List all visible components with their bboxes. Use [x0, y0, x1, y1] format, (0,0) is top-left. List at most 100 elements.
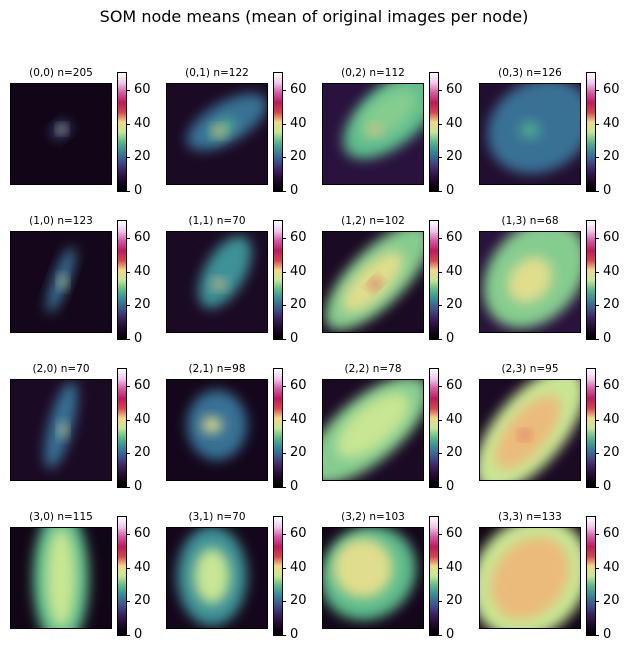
colorbar-tick-label: 20: [446, 593, 463, 609]
colorbar-tick: [595, 237, 599, 239]
intensity-blob: [336, 392, 410, 458]
colorbar-tick-label: 40: [134, 411, 151, 427]
colorbar: [273, 72, 283, 192]
node-mean-image: [322, 231, 424, 333]
node-mean-image: [10, 231, 112, 333]
colorbar-tick: [126, 89, 130, 91]
colorbar-tick-label: 0: [134, 183, 143, 198]
colorbar-tick: [282, 339, 286, 340]
panel-title: (0,0) n=205: [29, 67, 93, 79]
colorbar: [273, 220, 283, 340]
intensity-blob: [202, 417, 222, 433]
panel-1-1: (1,1) n=70 0 20 40 60: [166, 215, 316, 350]
colorbar-tick: [438, 237, 442, 239]
panel-0-1: (0,1) n=122 0 20 40 60: [166, 67, 316, 202]
colorbar: [429, 72, 439, 192]
node-mean-image: [479, 527, 581, 629]
colorbar: [273, 516, 283, 636]
intensity-blob: [194, 548, 230, 604]
colorbar-tick: [282, 635, 286, 636]
intensity-blob: [213, 126, 225, 136]
colorbar-tick-label: 40: [603, 411, 620, 427]
colorbar-tick-label: 40: [134, 559, 151, 575]
node-mean-image: [322, 527, 424, 629]
colorbar: [117, 72, 127, 192]
panel-title: (0,1) n=122: [185, 67, 249, 79]
colorbar-tick: [595, 89, 599, 91]
colorbar: [429, 220, 439, 340]
node-mean-image: [479, 83, 581, 185]
colorbar-tick-label: 20: [134, 445, 151, 461]
colorbar-tick: [595, 487, 599, 488]
colorbar-tick-label: 60: [290, 525, 307, 541]
figure-title: SOM node means (mean of original images …: [99, 7, 529, 26]
node-mean-image: [10, 527, 112, 629]
colorbar-tick-label: 0: [134, 331, 143, 346]
colorbar-tick: [438, 601, 442, 603]
colorbar-tick: [282, 385, 286, 387]
intensity-blob: [490, 536, 570, 620]
colorbar: [586, 72, 596, 192]
intensity-blob: [507, 256, 553, 304]
colorbar-tick-label: 20: [290, 445, 307, 461]
colorbar-tick: [595, 271, 599, 273]
panel-3-1: (3,1) n=70 0 20 40 60: [166, 511, 316, 646]
colorbar-tick-label: 20: [603, 593, 620, 609]
colorbar-tick-label: 60: [446, 377, 463, 393]
colorbar-tick-label: 0: [290, 627, 299, 642]
colorbar-tick-label: 40: [134, 115, 151, 131]
colorbar-tick: [438, 305, 442, 307]
colorbar-tick: [126, 533, 130, 535]
colorbar-tick: [126, 237, 130, 239]
panel-1-2: (1,2) n=102 0 20 40 60: [322, 215, 472, 350]
colorbar-tick-label: 0: [134, 627, 143, 642]
panel-2-3: (2,3) n=95 0 20 40 60: [479, 363, 628, 498]
colorbar: [429, 368, 439, 488]
colorbar-tick-label: 0: [446, 183, 455, 198]
colorbar-tick-label: 60: [603, 377, 620, 393]
colorbar-tick: [126, 305, 130, 307]
colorbar-tick-label: 0: [603, 331, 612, 346]
colorbar-tick: [282, 123, 286, 125]
colorbar: [273, 368, 283, 488]
colorbar-tick: [282, 191, 286, 192]
colorbar-tick-label: 20: [134, 297, 151, 313]
colorbar-tick: [438, 533, 442, 535]
colorbar-tick: [126, 123, 130, 125]
colorbar-tick-label: 60: [134, 81, 151, 97]
colorbar-tick-label: 40: [446, 263, 463, 279]
colorbar-tick-label: 40: [603, 115, 620, 131]
node-mean-image: [166, 379, 268, 481]
panel-3-2: (3,2) n=103 0 20 40 60: [322, 511, 472, 646]
colorbar: [117, 220, 127, 340]
node-mean-image: [479, 231, 581, 333]
colorbar-tick: [438, 453, 442, 455]
colorbar-tick-label: 40: [290, 411, 307, 427]
colorbar-tick-label: 0: [603, 627, 612, 642]
colorbar-tick-label: 20: [446, 297, 463, 313]
colorbar-tick: [126, 191, 130, 192]
colorbar-tick-label: 20: [603, 149, 620, 165]
panel-3-3: (3,3) n=133 0 20 40 60: [479, 511, 628, 646]
colorbar-tick: [595, 157, 599, 159]
colorbar-tick-label: 40: [290, 115, 307, 131]
colorbar-tick-label: 0: [446, 479, 455, 494]
node-mean-image: [10, 83, 112, 185]
colorbar-tick: [438, 339, 442, 340]
panel-title: (3,2) n=103: [341, 511, 405, 523]
panel-2-2: (2,2) n=78 0 20 40 60: [322, 363, 472, 498]
colorbar-tick: [595, 339, 599, 340]
node-mean-image: [322, 379, 424, 481]
colorbar-tick: [595, 123, 599, 125]
colorbar-tick: [282, 157, 286, 159]
panel-title: (1,1) n=70: [188, 215, 246, 227]
colorbar-tick: [595, 385, 599, 387]
colorbar-tick: [438, 487, 442, 488]
colorbar-tick-label: 40: [446, 411, 463, 427]
colorbar-tick: [438, 123, 442, 125]
colorbar-tick: [438, 419, 442, 421]
colorbar-tick: [595, 453, 599, 455]
colorbar-tick-label: 40: [134, 263, 151, 279]
colorbar-tick: [438, 271, 442, 273]
colorbar-tick-label: 0: [446, 627, 455, 642]
